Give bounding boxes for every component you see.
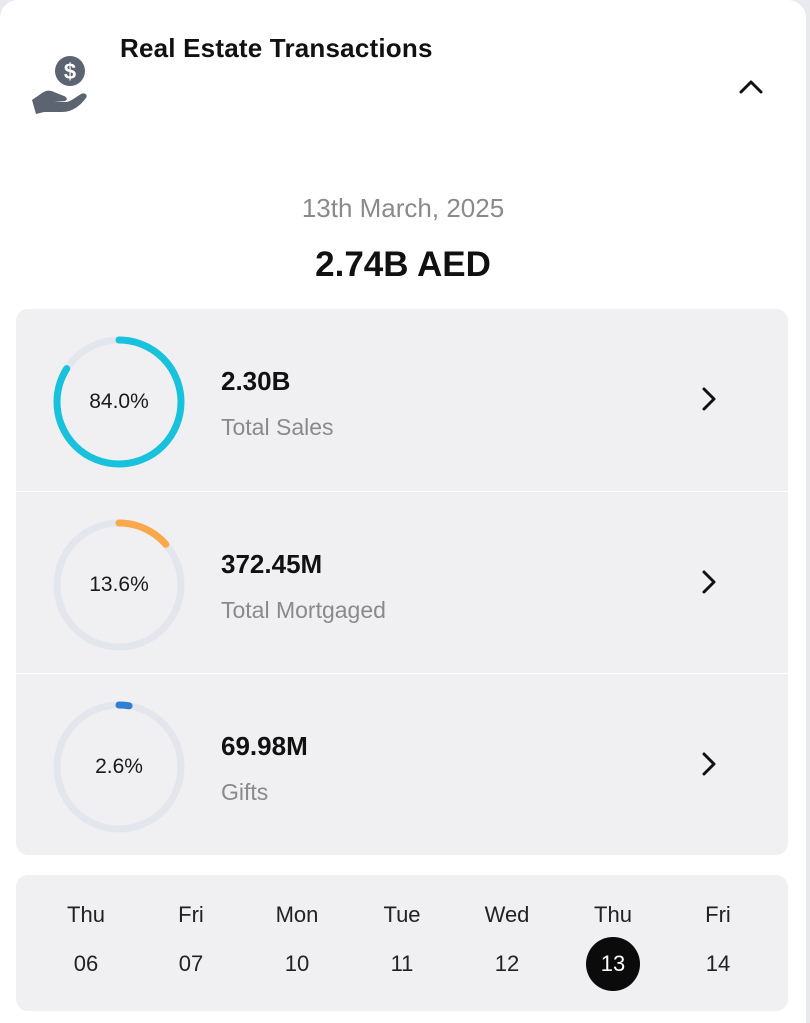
card-title: Real Estate Transactions: [120, 33, 433, 63]
day-number: 13: [586, 937, 640, 991]
chevron-right-icon: [702, 752, 716, 776]
hand-money-icon: $: [32, 56, 87, 114]
progress-ring: [53, 701, 185, 833]
day-name: Thu: [594, 902, 632, 927]
day-number: 10: [284, 951, 310, 976]
day-name: Tue: [383, 902, 421, 927]
day-number: 06: [73, 951, 99, 976]
stat-value: 69.98M: [221, 731, 308, 761]
day-number: 14: [705, 951, 731, 976]
day-name: Fri: [178, 902, 204, 927]
day-number: 11: [390, 951, 414, 976]
day-item[interactable]: Thu 13: [563, 875, 663, 1011]
day-name: Mon: [275, 902, 319, 927]
day-name: Thu: [67, 902, 105, 927]
day-item[interactable]: Wed 12: [457, 875, 557, 1011]
stat-row-gifts[interactable]: 2.6% 69.98M Gifts: [16, 673, 788, 855]
chevron-right-icon: [702, 387, 716, 411]
stat-label: Total Mortgaged: [221, 597, 386, 623]
day-item[interactable]: Fri 07: [141, 875, 241, 1011]
stat-label: Total Sales: [221, 414, 334, 440]
day-number: 12: [494, 951, 520, 976]
stat-label: Gifts: [221, 779, 269, 805]
day-item[interactable]: Mon 10: [247, 875, 347, 1011]
progress-ring: [53, 336, 185, 468]
day-number: 07: [178, 951, 204, 976]
percent-label: 84.0%: [89, 390, 149, 413]
day-name: Wed: [484, 902, 530, 927]
chevron-right-icon: [702, 570, 716, 594]
selected-date: 13th March, 2025: [301, 193, 505, 223]
day-name: Fri: [705, 902, 731, 927]
day-item[interactable]: Thu 06: [36, 875, 136, 1011]
total-amount: 2.74B AED: [315, 245, 491, 284]
svg-text:$: $: [64, 59, 76, 84]
day-selector: Thu 06 Fri 07 Mon 10 Tue 11 Wed 12 Thu 1…: [16, 875, 788, 1011]
stat-value: 2.30B: [221, 366, 291, 396]
day-item[interactable]: Fri 14: [668, 875, 768, 1011]
collapse-button[interactable]: [731, 68, 771, 104]
chevron-up-icon: [739, 80, 763, 94]
stats-panel: 84.0% 2.30B Total Sales 13.6% 372.45M To…: [16, 309, 788, 855]
day-item[interactable]: Tue 11: [352, 875, 452, 1011]
stat-row-total-sales[interactable]: 84.0% 2.30B Total Sales: [16, 309, 788, 491]
stat-value: 372.45M: [221, 549, 323, 579]
percent-label: 2.6%: [95, 755, 143, 778]
progress-ring: [53, 519, 185, 651]
stat-row-total-mortgaged[interactable]: 13.6% 372.45M Total Mortgaged: [16, 491, 788, 674]
percent-label: 13.6%: [89, 573, 149, 596]
